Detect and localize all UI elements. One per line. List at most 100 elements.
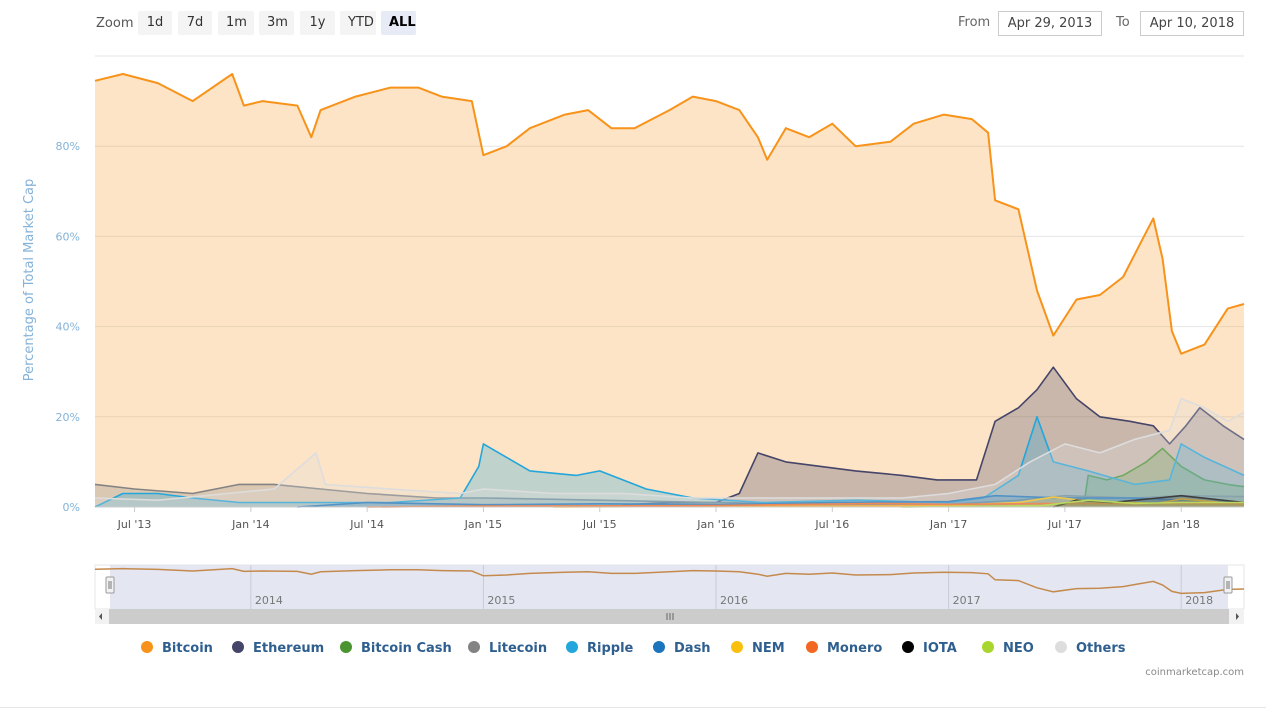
series-layer (94, 73, 1245, 508)
legend-item-neo[interactable]: NEO (982, 638, 1034, 660)
legend-label: Bitcoin (162, 641, 213, 656)
series-line (622, 366, 1245, 506)
navigator-tick-label: 2016 (720, 594, 748, 607)
navigator-tick-label: 2018 (1185, 594, 1213, 607)
x-tick-label: Jul '15 (582, 518, 617, 531)
zoom-1d-button[interactable]: 1d (138, 11, 172, 35)
legend-item-monero[interactable]: Monero (806, 638, 882, 660)
legend-dot-icon (232, 641, 244, 653)
credit-link[interactable]: coinmarketcap.com (1145, 667, 1244, 678)
bottom-divider (0, 707, 1266, 708)
legend-dot-icon (982, 641, 994, 653)
legend-dot-icon (1055, 641, 1067, 653)
series-line (902, 499, 1244, 508)
x-tick-label: Jan '17 (929, 518, 967, 531)
zoom-ytd-button[interactable]: YTD (340, 11, 376, 35)
y-axis: 0% 20% 40% 60% 80% (56, 140, 80, 514)
series-area (95, 74, 1244, 507)
x-tick-label: Jul '16 (814, 518, 849, 531)
x-tick-label: Jul '14 (349, 518, 384, 531)
zoom-1m-button[interactable]: 1m (218, 11, 254, 35)
navigator-tick-label: 2015 (487, 594, 515, 607)
legend-dot-icon (806, 641, 818, 653)
navigator-tick-label: 2014 (255, 594, 283, 607)
x-tick-label: Jan '14 (231, 518, 269, 531)
navigator-right-handle[interactable] (1223, 576, 1233, 594)
y-tick-label: 80% (56, 140, 80, 153)
market-cap-chart[interactable]: 0% 20% 40% 60% 80% Jul '13 Jan '14 Jul '14 Jan … (0, 0, 1266, 640)
legend-label: Bitcoin Cash (361, 641, 452, 656)
scrollbar[interactable] (95, 609, 1244, 624)
zoom-all-button[interactable]: ALL (381, 11, 416, 35)
series-line (94, 398, 1245, 501)
x-tick-label: Jan '15 (464, 518, 502, 531)
legend-dot-icon (141, 641, 153, 653)
series-area (1053, 495, 1244, 507)
series-area (623, 367, 1244, 507)
legend-label: NEM (752, 641, 785, 656)
legend-item-ripple[interactable]: Ripple (566, 638, 633, 660)
legend-label: Litecoin (489, 641, 548, 656)
legend-label: NEO (1003, 641, 1034, 656)
series-bitcoin-cash[interactable] (1082, 447, 1245, 508)
legend-item-nem[interactable]: NEM (731, 638, 785, 660)
range-to-input[interactable]: Apr 10, 2018 (1140, 11, 1244, 36)
series-line (1082, 447, 1245, 508)
legend-item-ethereum[interactable]: Ethereum (232, 638, 324, 660)
scroll-right-arrow-icon[interactable] (1236, 613, 1239, 620)
series-litecoin[interactable] (94, 483, 1245, 507)
range-from-input[interactable]: Apr 29, 2013 (998, 11, 1102, 36)
x-tick-label: Jul '17 (1047, 518, 1082, 531)
legend-label: IOTA (923, 641, 957, 656)
legend-label: Ethereum (253, 641, 325, 656)
legend-dot-icon (566, 641, 578, 653)
navigator-tick-label: 2017 (953, 594, 981, 607)
series-line (553, 496, 1245, 508)
legend-item-bitcoin[interactable]: Bitcoin (141, 638, 213, 660)
legend-item-others[interactable]: Others (1055, 638, 1126, 660)
legend-label: Dash (674, 641, 711, 656)
y-tick-label: 40% (56, 321, 80, 334)
series-area (1083, 448, 1244, 507)
scrollbar-thumb[interactable] (109, 609, 1229, 624)
x-tick-label: Jul '13 (117, 518, 152, 531)
series-bitcoin[interactable] (94, 73, 1245, 507)
range-to-label: To (1116, 15, 1130, 30)
scroll-left-arrow-icon[interactable] (99, 613, 102, 620)
legend-dot-icon (902, 641, 914, 653)
x-tick-label: Jan '16 (696, 518, 734, 531)
y-axis-title: Percentage of Total Market Cap (22, 179, 37, 382)
legend: Bitcoin Ethereum Bitcoin Cash Litecoin R… (0, 638, 1266, 660)
series-others[interactable] (94, 398, 1245, 507)
legend-item-bitcoin-cash[interactable]: Bitcoin Cash (340, 638, 452, 660)
zoom-1y-button[interactable]: 1y (300, 11, 335, 35)
series-area (902, 500, 1244, 507)
navigator-left-handle[interactable] (105, 576, 115, 594)
navigator[interactable]: 2014 2015 2016 2017 2018 (94, 564, 1245, 610)
series-nem[interactable] (553, 496, 1245, 508)
series-line (94, 416, 1245, 508)
legend-label: Monero (827, 641, 883, 656)
legend-dot-icon (731, 641, 743, 653)
legend-label: Others (1076, 641, 1126, 656)
y-tick-label: 20% (56, 411, 80, 424)
legend-item-iota[interactable]: IOTA (902, 638, 957, 660)
zoom-7d-button[interactable]: 7d (178, 11, 212, 35)
zoom-label: Zoom (96, 16, 134, 31)
y-tick-label: 0% (63, 501, 80, 514)
legend-label: Ripple (587, 641, 634, 656)
legend-dot-icon (340, 641, 352, 653)
series-area (95, 484, 1244, 507)
legend-dot-icon (653, 641, 665, 653)
series-area (95, 398, 1244, 507)
gridlines (95, 145, 1244, 508)
range-from-label: From (958, 15, 991, 30)
y-tick-label: 60% (56, 230, 80, 243)
zoom-3m-button[interactable]: 3m (259, 11, 294, 35)
legend-item-dash[interactable]: Dash (653, 638, 711, 660)
legend-item-litecoin[interactable]: Litecoin (468, 638, 547, 660)
series-ethereum[interactable] (622, 366, 1245, 507)
series-line (297, 494, 1245, 508)
series-neo[interactable] (902, 499, 1244, 508)
legend-dot-icon (468, 641, 480, 653)
